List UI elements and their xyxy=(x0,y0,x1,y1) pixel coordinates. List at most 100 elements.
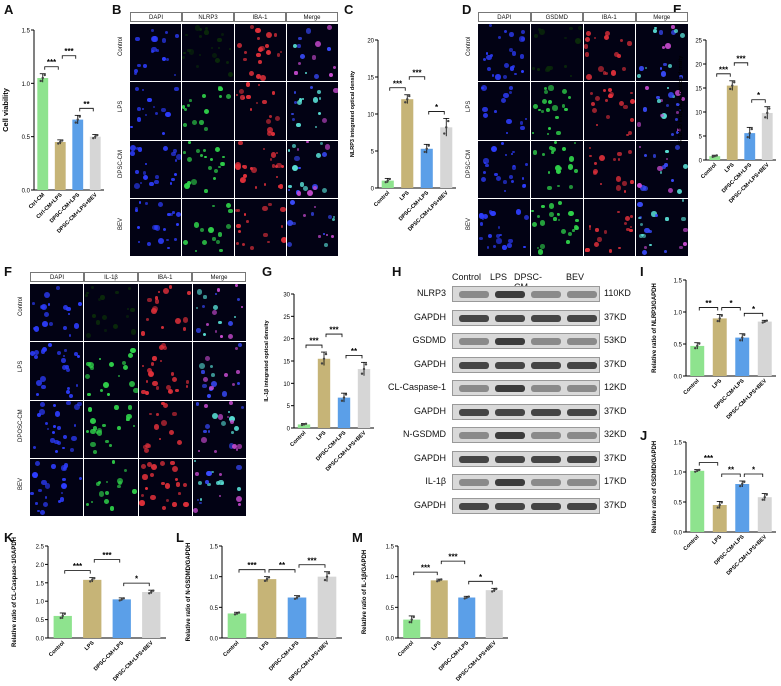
microscopy-image xyxy=(138,284,192,342)
y-tick-label: 20 xyxy=(695,63,702,69)
bar xyxy=(317,576,337,638)
data-point xyxy=(763,496,766,499)
data-point xyxy=(78,115,81,118)
microscopy-image xyxy=(583,82,636,140)
blot-band xyxy=(567,502,597,510)
y-tick-label: 25 xyxy=(283,315,290,321)
x-tick-label: DPSC-CM+LPS+BEV xyxy=(726,378,769,421)
x-tick-label: Control xyxy=(48,640,66,658)
microscopy-image xyxy=(530,82,583,140)
data-point xyxy=(61,614,64,618)
blot-band xyxy=(459,314,489,322)
significance-bracket xyxy=(325,333,343,338)
y-tick-label: 0.5 xyxy=(386,606,395,612)
column-header-merge: Merge xyxy=(286,12,338,22)
data-point xyxy=(320,362,324,365)
blot-kd-label: 37KD xyxy=(604,452,627,463)
bar-chart-l: 0.0 0.5 1.0 1.5 Relative ratio of N-GSDMD/GA… xyxy=(186,543,342,683)
bar-chart-e: 0 5 10 15 20 25 GSDMD integrated optical densi… xyxy=(678,39,776,205)
microscopy-image xyxy=(192,400,246,458)
significance-bracket xyxy=(440,560,466,565)
blot-band xyxy=(531,408,561,416)
significance-label: * xyxy=(752,305,756,314)
bar xyxy=(357,369,371,428)
microscopy-image xyxy=(84,458,138,516)
x-tick-label: DPSC-CM+LPS+BEV xyxy=(407,190,450,233)
blot-band xyxy=(531,361,561,369)
significance-label: * xyxy=(135,575,139,584)
data-point xyxy=(300,423,304,427)
blot-col-bev: BEV xyxy=(566,272,585,282)
data-point xyxy=(323,578,327,582)
significance-label: *** xyxy=(247,561,257,570)
y-tick-label: 1.0 xyxy=(36,600,45,606)
significance-bracket xyxy=(716,73,731,77)
blot-protein-label: CL-Caspase-1 xyxy=(387,382,446,392)
data-point xyxy=(265,577,269,581)
microscopy-image xyxy=(286,82,338,140)
significance-label: *** xyxy=(448,553,458,562)
blot-band-strip xyxy=(452,403,600,420)
data-point xyxy=(93,577,96,580)
data-point xyxy=(325,575,329,578)
y-axis-label: Relative ratio of CL-Caspase-1/GAPDH xyxy=(12,537,18,647)
significance-label: *** xyxy=(736,54,746,63)
significance-label: * xyxy=(757,91,761,100)
bar xyxy=(690,345,705,376)
data-point xyxy=(440,578,443,581)
data-point xyxy=(327,572,331,575)
data-point xyxy=(96,133,99,137)
y-tick-label: 0.0 xyxy=(210,637,219,643)
bar-chart-g: 0 5 10 15 20 25 30 IL-1β integrated optical den… xyxy=(264,293,374,473)
microscopy-image xyxy=(530,140,583,198)
y-axis-label: Relative ratio of NLRP3/GAPDH xyxy=(652,283,658,373)
blot-protein-label: GAPDH xyxy=(413,499,446,510)
significance-label: *** xyxy=(719,65,729,74)
row-label-dpsc-cm: DPSC-CM xyxy=(118,150,124,178)
microscopy-image xyxy=(130,24,182,82)
microscopy-image xyxy=(130,82,182,140)
blot-band xyxy=(495,432,525,439)
data-point xyxy=(746,135,749,139)
y-tick-label: 0.0 xyxy=(36,637,45,643)
blot-protein-label: GAPDH xyxy=(413,452,446,463)
data-point xyxy=(716,506,719,509)
bar xyxy=(485,590,503,638)
data-point xyxy=(445,126,448,129)
blot-band xyxy=(531,338,561,345)
blot-kd-label: 12KD xyxy=(604,382,627,392)
significance-label: *** xyxy=(704,454,714,463)
data-point xyxy=(63,612,66,616)
microscopy-image xyxy=(234,24,286,82)
blot-band xyxy=(495,314,525,322)
significance-label: ** xyxy=(83,100,90,109)
microscopy-image xyxy=(30,458,84,516)
bar xyxy=(757,497,772,532)
y-tick-label: 2.0 xyxy=(36,563,45,569)
significance-label: *** xyxy=(421,564,431,573)
y-tick-label: 1.5 xyxy=(36,581,45,587)
data-point xyxy=(748,131,751,135)
y-tick-label: 0.0 xyxy=(386,637,395,643)
x-tick-label: Control xyxy=(700,162,718,180)
data-point xyxy=(765,493,768,496)
western-blot-panel: Control LPS DPSC-CM BEV NLRP3110KDGAPDH3… xyxy=(382,268,632,520)
microscopy-image xyxy=(530,198,583,256)
data-point xyxy=(718,317,721,320)
data-point xyxy=(150,590,153,594)
y-tick-label: 1.0 xyxy=(386,575,395,581)
y-tick-label: 1.5 xyxy=(674,441,683,447)
column-header-dapi: DAPI xyxy=(478,12,531,22)
y-axis-label: Cell viability xyxy=(1,87,10,132)
blot-protein-label: GAPDH xyxy=(413,311,446,322)
significance-bracket xyxy=(733,62,749,66)
blot-band xyxy=(459,502,489,510)
panel-label-e: E xyxy=(673,2,682,17)
column-header-dapi: DAPI xyxy=(130,12,182,22)
x-tick-label: Control xyxy=(397,640,415,658)
data-point xyxy=(467,595,470,598)
blot-kd-label: 17KD xyxy=(604,476,627,486)
microscopy-b-headers: DAPI NLRP3 IBA-1 Merge xyxy=(130,12,338,22)
microscopy-image xyxy=(583,140,636,198)
significance-label: *** xyxy=(307,556,317,565)
